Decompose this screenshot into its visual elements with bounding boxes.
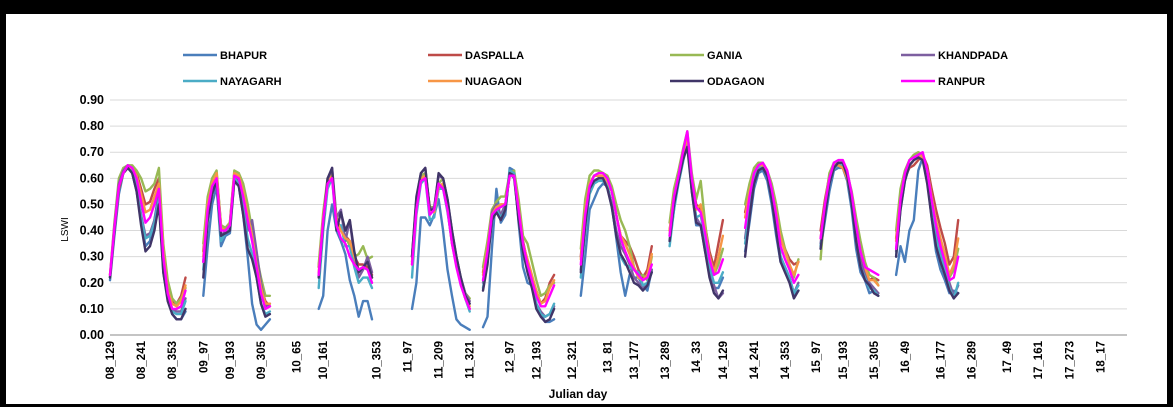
- series-line-odagaon: [202, 179, 272, 318]
- legend-label: NAYAGARH: [220, 76, 282, 88]
- legend-item-ranpur: RANPUR: [901, 76, 985, 88]
- series-line-ranpur: [819, 158, 880, 277]
- x-tick-label: 14_129: [718, 341, 730, 379]
- x-tick-label: 09_193: [225, 341, 237, 379]
- x-tick-label: 10_161: [318, 340, 330, 379]
- x-axis-tick-labels: 08_129 08_241 08_353 09_97 09_193 09_305 10_65…: [105, 340, 1107, 379]
- x-tick-label: 17_161: [1033, 340, 1045, 379]
- legend-item-daspalla: DASPALLA: [428, 50, 524, 62]
- legend-label: GANIA: [707, 50, 743, 62]
- x-tick-label: 10_353: [371, 341, 383, 379]
- x-tick-label: 11_321: [465, 340, 477, 378]
- x-tick-label: 09_97: [198, 341, 210, 373]
- x-tick-label: 14_33: [691, 341, 703, 373]
- y-tick-label: 0.10: [80, 302, 104, 316]
- series-line-bhapur: [410, 197, 471, 331]
- y-tick-label: 0.70: [80, 145, 104, 159]
- x-tick-label: 11_209: [434, 341, 446, 379]
- legend-item-bhapur: BHAPUR: [183, 50, 267, 62]
- legend-label: ODAGAON: [707, 76, 765, 88]
- x-tick-label: 08_129: [105, 341, 117, 379]
- series-line-ranpur: [743, 161, 800, 284]
- y-axis-tick-labels: 0.00 0.10 0.20 0.30 0.40 0.50 0.60 0.70 0.80 0.90: [80, 93, 104, 342]
- series-line-ranpur: [108, 164, 187, 311]
- legend-item-nuagaon: NUAGAON: [428, 76, 522, 88]
- x-tick-label: 18_17: [1095, 341, 1107, 373]
- x-axis-title: Julian day: [549, 387, 608, 401]
- series-line-ranpur: [894, 150, 960, 282]
- series-line-odagaon: [579, 177, 653, 292]
- series-line-ranpur: [668, 130, 725, 277]
- x-tick-label: 16_177: [935, 341, 947, 379]
- x-tick-label: 12_193: [531, 341, 543, 379]
- legend-label: NUAGAON: [465, 76, 522, 88]
- x-tick-label: 10_65: [292, 340, 304, 373]
- legend-label: BHAPUR: [220, 50, 267, 62]
- legend-item-khandpada: KHANDPADA: [901, 50, 1008, 62]
- series-line-ranpur: [481, 174, 556, 308]
- series-line-bhapur: [202, 179, 272, 331]
- legend-label: RANPUR: [938, 76, 985, 88]
- x-tick-label: 13_289: [660, 341, 672, 379]
- series-line-bhapur: [317, 203, 374, 321]
- legend-item-gania: GANIA: [670, 50, 743, 62]
- y-tick-label: 0.50: [80, 197, 104, 211]
- x-tick-label: 17_273: [1064, 341, 1076, 379]
- x-tick-label: 09_305: [256, 340, 268, 379]
- series-line-odagaon: [894, 156, 960, 300]
- x-tick-label: 13_81: [602, 340, 614, 373]
- y-tick-label: 0.80: [80, 119, 104, 133]
- series-line-odagaon: [743, 166, 800, 300]
- y-tick-label: 0.40: [80, 224, 104, 238]
- y-tick-label: 0.60: [80, 171, 104, 185]
- series-line-ranpur: [579, 171, 653, 282]
- legend-label: KHANDPADA: [938, 50, 1008, 62]
- x-tick-label: 15_97: [811, 341, 823, 373]
- x-tick-label: 12_321: [567, 340, 579, 379]
- x-tick-label: 13_177: [629, 341, 641, 379]
- legend-item-nayagarh: NAYAGARH: [183, 76, 282, 88]
- x-tick-label: 15_193: [838, 341, 850, 379]
- series-line-odagaon: [481, 171, 556, 324]
- y-tick-label: 0.90: [80, 93, 104, 107]
- legend-item-odagaon: ODAGAON: [670, 76, 765, 88]
- gridlines: [110, 99, 1127, 310]
- series-nuagaon: [108, 135, 960, 308]
- series-ranpur: [108, 130, 960, 311]
- y-axis-title: LSWI: [60, 217, 71, 241]
- y-tick-label: 0.30: [80, 250, 104, 264]
- x-tick-label: 16_289: [967, 341, 979, 379]
- x-tick-label: 14_353: [780, 341, 792, 379]
- x-tick-label: 15_305: [869, 340, 881, 379]
- legend: BHAPUR DASPALLA GANIA KHANDPADA NAYAGARH NUAG…: [183, 50, 1008, 88]
- x-tick-label: 11_97: [403, 341, 415, 372]
- y-tick-label: 0.20: [80, 276, 104, 290]
- series-line-ranpur: [317, 177, 374, 284]
- series-lines: [108, 130, 960, 331]
- series-line-nayagarh: [410, 177, 471, 313]
- legend-label: DASPALLA: [465, 50, 524, 62]
- series-line-ranpur: [202, 174, 272, 311]
- series-gania: [108, 130, 960, 305]
- series-line-ranpur: [410, 177, 471, 311]
- x-tick-label: 12_97: [505, 341, 517, 373]
- x-tick-label: 08_241: [136, 340, 148, 379]
- x-tick-label: 16_49: [900, 341, 912, 373]
- x-tick-label: 08_353: [167, 341, 179, 379]
- series-line-odagaon: [410, 166, 471, 305]
- x-tick-label: 17_49: [1002, 341, 1014, 373]
- x-tick-label: 14_241: [749, 340, 761, 379]
- y-tick-label: 0.00: [80, 328, 104, 342]
